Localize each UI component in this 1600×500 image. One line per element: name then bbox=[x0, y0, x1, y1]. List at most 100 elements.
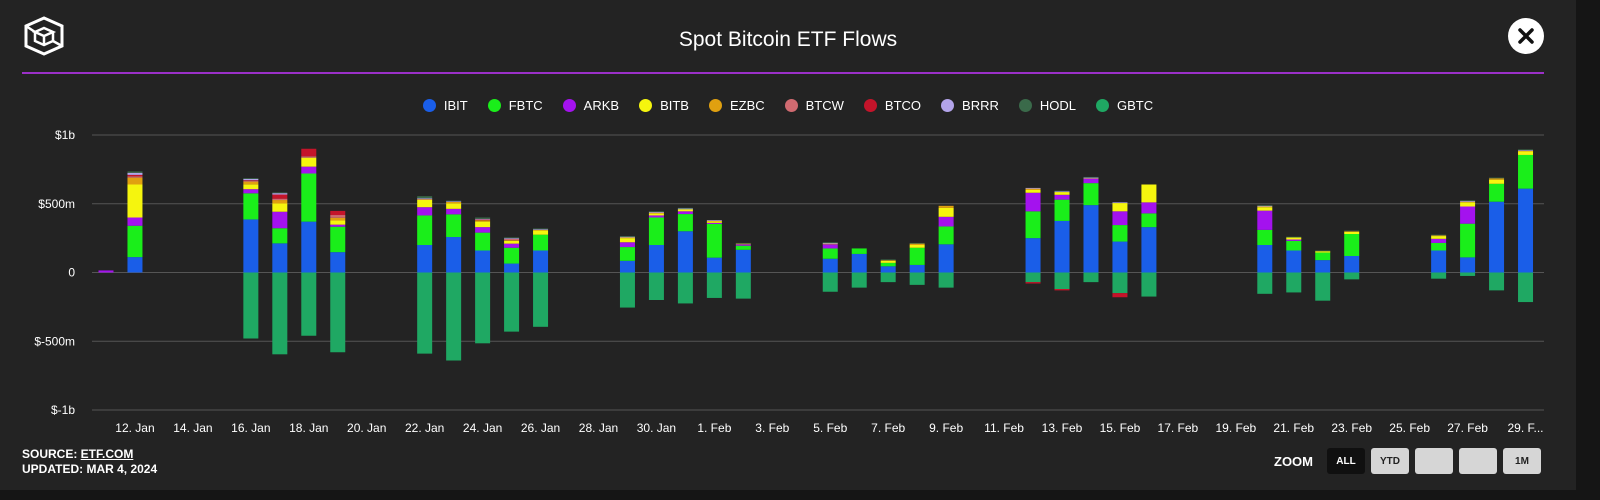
bar-bitb bbox=[909, 245, 925, 248]
bar-fbtc bbox=[301, 173, 317, 222]
bar-btco bbox=[243, 180, 259, 181]
legend-item-gbtc[interactable]: GBTC bbox=[1096, 98, 1153, 113]
legend-swatch bbox=[708, 99, 722, 112]
bar-ibit bbox=[1112, 241, 1128, 273]
bar-brrr bbox=[243, 178, 259, 181]
source-note: SOURCE: ETF.COM UPDATED: MAR 4, 2024 bbox=[22, 447, 157, 477]
bar-fbtc bbox=[1489, 183, 1505, 202]
zoom-all-button[interactable]: ALL bbox=[1327, 448, 1365, 474]
bar-gbtc bbox=[851, 272, 867, 288]
bar-ezbc bbox=[735, 243, 751, 245]
bar-gbtc bbox=[475, 272, 491, 344]
bar-ibit bbox=[1518, 188, 1534, 273]
bar-fbtc bbox=[677, 214, 693, 232]
legend-item-btcw[interactable]: BTCW bbox=[784, 98, 844, 113]
zoom-ytd-button[interactable]: YTD bbox=[1371, 448, 1409, 474]
bar-ibit bbox=[1286, 250, 1302, 273]
close-icon bbox=[1518, 28, 1534, 44]
bar-hodl bbox=[1431, 234, 1447, 236]
zoom-1m-button[interactable]: 1M bbox=[1503, 448, 1541, 474]
bar-ezbc bbox=[243, 181, 259, 185]
legend-item-brrr[interactable]: BRRR bbox=[941, 98, 999, 113]
bar-ibit bbox=[1257, 245, 1273, 273]
bar-gbtc bbox=[533, 272, 549, 327]
bar-ibit bbox=[909, 264, 925, 273]
bar-arkb bbox=[1025, 192, 1041, 212]
bar-gbtc bbox=[1141, 272, 1157, 297]
legend-item-btco[interactable]: BTCO bbox=[863, 98, 922, 113]
bar-ibit bbox=[272, 243, 288, 273]
bar-brrr bbox=[619, 236, 635, 238]
legend-item-ibit[interactable]: IBIT bbox=[422, 98, 468, 113]
bar-gbtc bbox=[677, 272, 693, 304]
bar-hodl bbox=[1460, 200, 1476, 201]
bar-arkb bbox=[1083, 179, 1099, 184]
legend-label: BTCW bbox=[805, 98, 844, 113]
bar-arkb bbox=[677, 211, 693, 215]
bar-hodl bbox=[1489, 177, 1505, 179]
bar-bitb bbox=[1344, 231, 1360, 234]
bar-bitb bbox=[938, 207, 954, 217]
bar-hodl bbox=[446, 200, 462, 202]
legend-item-bitb[interactable]: BITB bbox=[639, 98, 689, 113]
bar-ibit bbox=[446, 237, 462, 273]
legend-item-fbtc[interactable]: FBTC bbox=[487, 98, 543, 113]
bar-bitb bbox=[1489, 179, 1505, 184]
legend-item-ezbc[interactable]: EZBC bbox=[708, 98, 765, 113]
source-link[interactable]: ETF.COM bbox=[80, 447, 134, 461]
bar-arkb bbox=[1431, 238, 1447, 243]
bar-ibit bbox=[1083, 205, 1099, 273]
legend-swatch bbox=[422, 99, 436, 112]
bar-fbtc bbox=[1344, 234, 1360, 256]
bar-ibit bbox=[1431, 250, 1447, 273]
bar-arkb bbox=[301, 166, 317, 174]
bar-btco bbox=[475, 219, 491, 221]
legend-label: BTCO bbox=[884, 98, 922, 113]
bar-btcw bbox=[243, 180, 259, 182]
legend-label: GBTC bbox=[1117, 98, 1154, 113]
legend-label: IBIT bbox=[443, 98, 468, 113]
bar-bitb bbox=[1286, 237, 1302, 240]
bar-bitb bbox=[1141, 184, 1157, 203]
y-tick-label: $-500m bbox=[34, 334, 75, 348]
legend-label: BRRR bbox=[962, 98, 999, 113]
bar-hodl bbox=[880, 259, 896, 261]
legend-item-hodl[interactable]: HODL bbox=[1018, 98, 1076, 113]
bar-fbtc bbox=[533, 234, 549, 251]
bar-brrr bbox=[1460, 201, 1476, 202]
legend-swatch bbox=[863, 99, 877, 112]
bar-arkb bbox=[938, 216, 954, 227]
bar-ibit bbox=[330, 252, 346, 273]
bar-fbtc bbox=[1460, 223, 1476, 258]
y-tick-label: $500m bbox=[38, 197, 75, 211]
legend-item-arkb[interactable]: ARKB bbox=[562, 98, 620, 113]
bar-fbtc bbox=[706, 223, 722, 258]
bar-bitb bbox=[272, 203, 288, 212]
bar-ezbc bbox=[127, 177, 143, 185]
bar-arkb bbox=[475, 227, 491, 233]
close-button[interactable] bbox=[1508, 18, 1544, 54]
bar-ibit bbox=[735, 249, 751, 273]
x-tick-label: 26. Jan bbox=[521, 421, 560, 435]
bar-bitb bbox=[533, 230, 549, 235]
bar-ezbc bbox=[938, 205, 954, 208]
legend-label: BITB bbox=[660, 98, 689, 113]
x-tick-label: 19. Feb bbox=[1215, 421, 1256, 435]
bar-gbtc bbox=[880, 272, 896, 283]
bar-gbtc bbox=[648, 272, 664, 300]
bar-fbtc bbox=[1054, 199, 1070, 221]
bar-gbtc bbox=[1460, 272, 1476, 276]
bar-fbtc bbox=[1083, 183, 1099, 206]
bar-btcw bbox=[504, 238, 520, 241]
bar-fbtc bbox=[909, 247, 925, 265]
zoom-blank-button-1[interactable] bbox=[1415, 448, 1453, 474]
bar-gbtc bbox=[417, 272, 433, 354]
legend-label: ARKB bbox=[583, 98, 620, 113]
bar-ezbc bbox=[909, 243, 925, 245]
bar-fbtc bbox=[1286, 240, 1302, 251]
bar-arkb bbox=[822, 244, 838, 249]
zoom-blank-button-2[interactable] bbox=[1459, 448, 1497, 474]
y-tick-label: $1b bbox=[55, 128, 75, 142]
bar-gbtc bbox=[619, 272, 635, 308]
bar-fbtc bbox=[619, 247, 635, 261]
